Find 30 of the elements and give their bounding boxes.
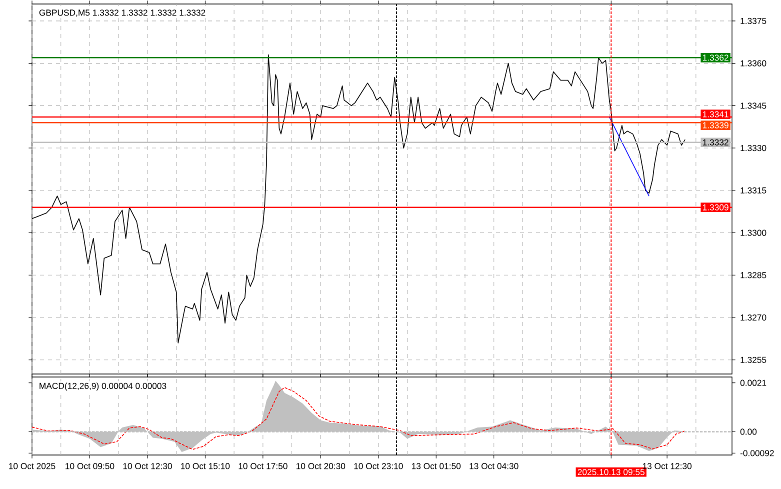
y-tick-label: 1.3330 [740,144,766,152]
y-tick-label: 0.0021 [740,380,766,386]
x-tick-label: 10 Oct 12:30 [123,463,172,470]
x-tick-label: 13 Oct 01:50 [412,463,461,470]
y-tick-label: 1.3255 [740,356,766,363]
y-tick-label: 1.3285 [740,272,766,278]
x-tick-label: 2025.10.13 09:55 [578,469,644,476]
ref-line-label: 1.3362 [702,54,728,61]
ref-line-label: 1.3309 [702,204,728,210]
x-tick-label: 13 Oct 12:30 [642,463,692,470]
ref-line-label: 1.3332 [702,139,728,146]
x-tick-label: 13 Oct 04:30 [470,463,518,470]
y-tick-label: 1.3360 [740,60,766,66]
text: MACD(12,26,9) 0.00004 0.00003 [40,382,166,391]
y-tick-label: 1.3315 [740,187,766,194]
y-tick-label: -0.00092 [740,450,774,456]
x-tick-label: 10 Oct 15:10 [181,463,230,470]
ref-line-label: 1.3341 [702,111,728,118]
y-tick-label: 1.3375 [740,18,766,24]
y-tick-label: 1.3300 [740,230,766,236]
text: GBPUSD,M5 1.3332 1.3332 1.3332 1.3332 [39,10,206,17]
x-tick-label: 10 Oct 17:50 [238,463,288,470]
ref-line-label: 1.3339 [702,122,728,128]
x-tick-label: 10 Oct 09:50 [66,463,114,470]
x-tick-label: 10 Oct 23:10 [354,463,403,470]
x-tick-label: 10 Oct 20:30 [296,463,346,470]
y-tick-label: 1.3270 [740,314,766,321]
y-tick-label: 1.3345 [740,102,766,109]
y-tick-label: 0.00 [740,428,757,435]
x-tick-label: 10 Oct 2025 [9,463,56,470]
